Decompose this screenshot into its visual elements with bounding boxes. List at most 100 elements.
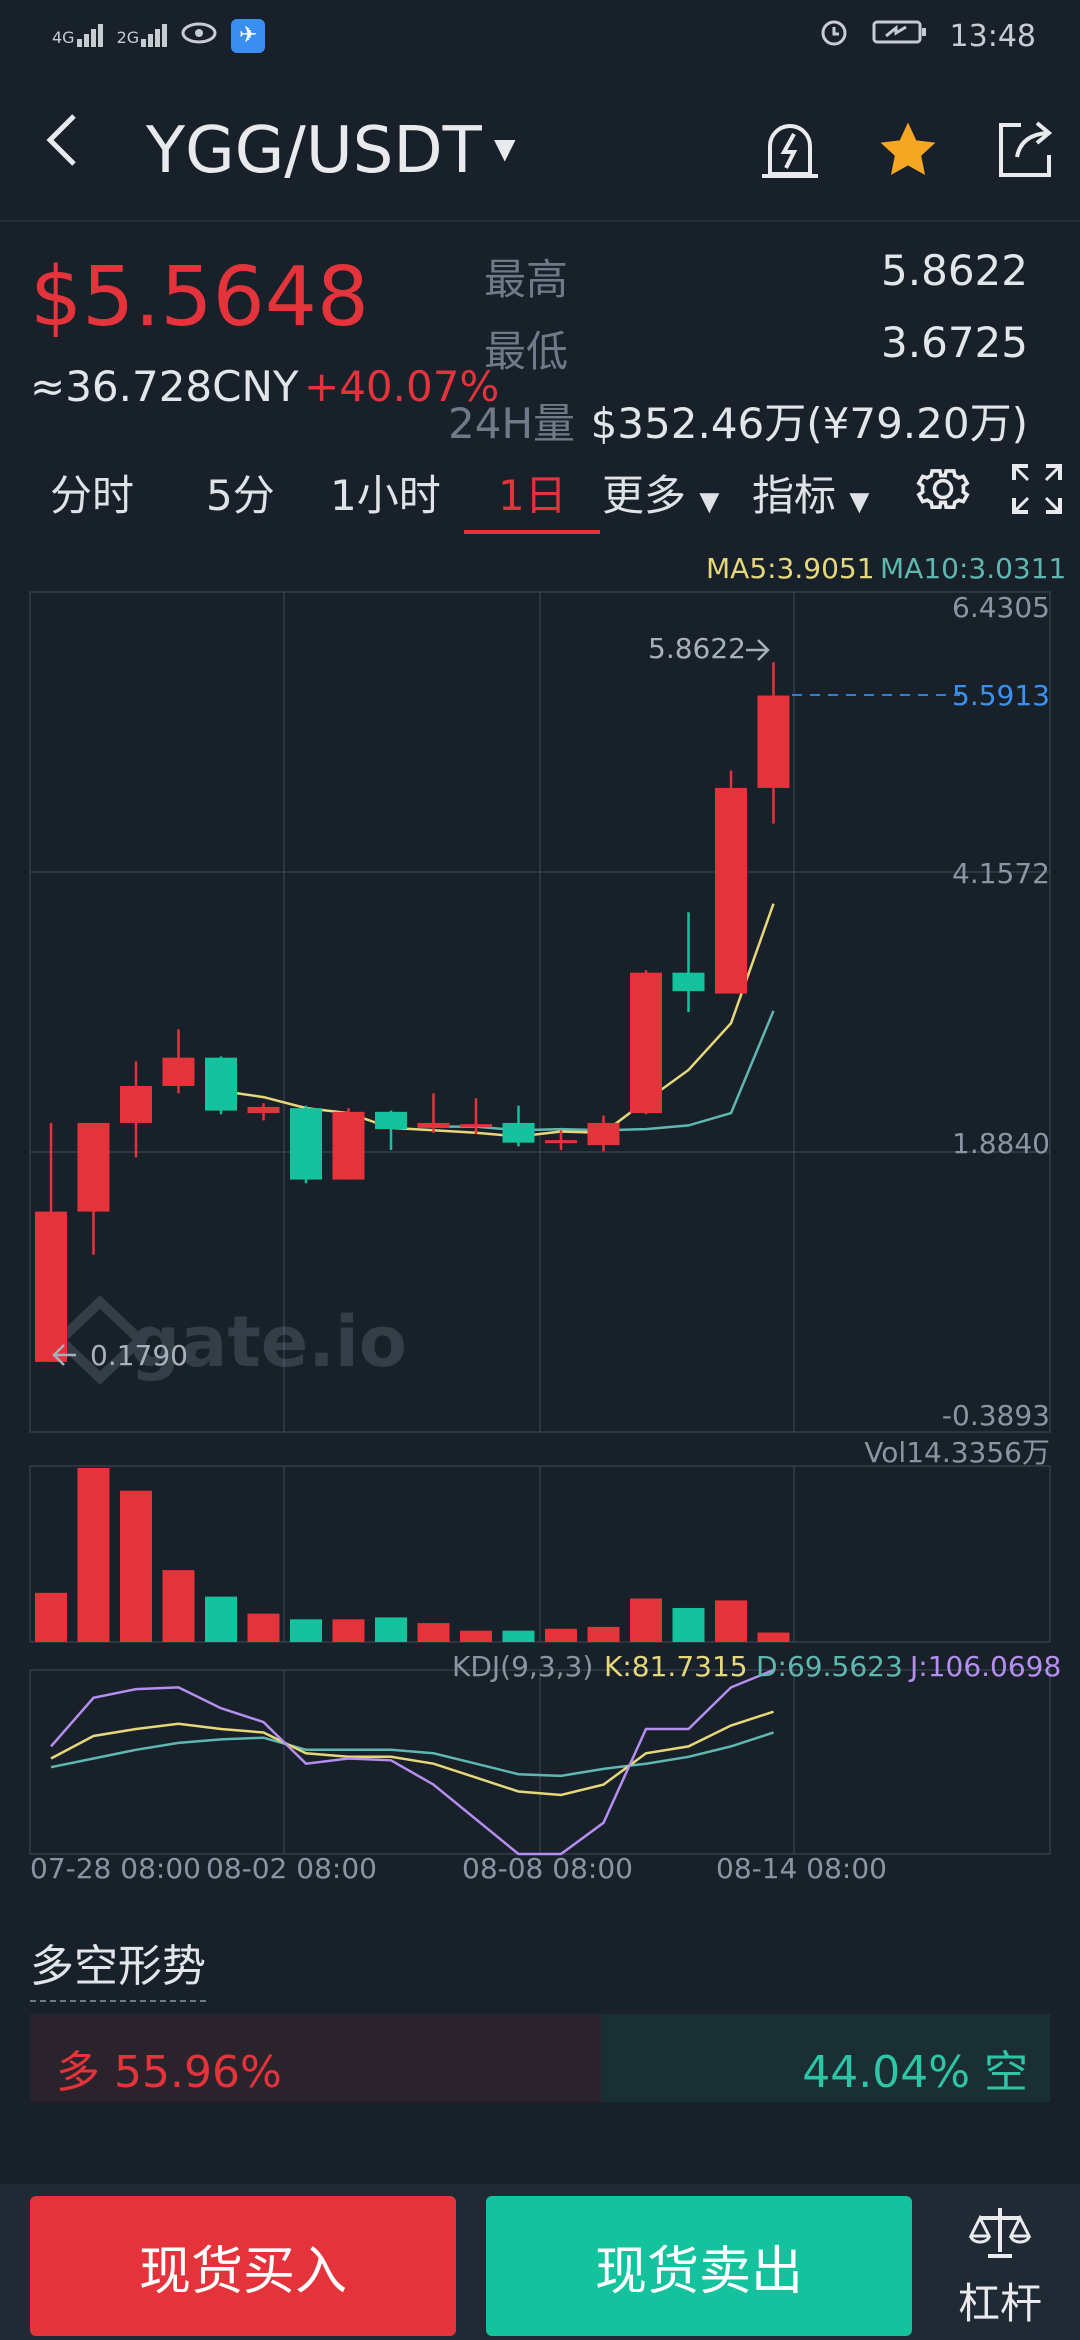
candle-body xyxy=(757,695,790,788)
kdj-d-line xyxy=(50,1731,774,1778)
volume-bar xyxy=(375,1617,407,1642)
gate-io-watermark-logo: gate.io xyxy=(52,1295,407,1385)
x-axis-label: 08-08 08:00 xyxy=(462,1852,633,1885)
spot-buy-button[interactable]: 现货买入 xyxy=(30,2196,456,2336)
volume-bar xyxy=(205,1596,237,1642)
candle-body xyxy=(587,1122,620,1146)
volume-bar xyxy=(247,1613,280,1642)
short-ratio-text: 44.04% 空 xyxy=(802,2047,1028,2098)
volume-label: Vol14.3356万 xyxy=(864,1436,1050,1469)
low-marker-arrow-icon xyxy=(52,1344,76,1366)
x-axis-label: 08-14 08:00 xyxy=(716,1852,887,1885)
volume-bar xyxy=(162,1570,195,1642)
header-divider xyxy=(0,220,1080,222)
cny-price: ≈36.728CNY xyxy=(30,362,299,411)
ma10-label: MA10:3.0311 xyxy=(880,552,1066,585)
candle-body xyxy=(35,1211,67,1362)
y-tick-label: 6.4305 xyxy=(952,591,1050,624)
svg-text:gate.io: gate.io xyxy=(130,1301,407,1383)
volume-bar xyxy=(587,1626,620,1642)
volume-bar xyxy=(757,1632,790,1642)
alarm-icon xyxy=(818,16,850,56)
pair-dropdown-icon[interactable]: ▼ xyxy=(494,132,516,165)
candle-body xyxy=(375,1111,407,1130)
volume-bar xyxy=(545,1628,577,1642)
share-icon[interactable] xyxy=(984,110,1064,190)
leverage-button[interactable]: 杠杆 xyxy=(940,2204,1060,2331)
volume-bar xyxy=(417,1623,450,1642)
candle-body xyxy=(672,972,705,992)
j-value-label: J:106.0698 xyxy=(908,1650,1061,1683)
tab-5min[interactable]: 5分 xyxy=(206,471,275,520)
chart-svg[interactable]: gate.io MA5:3.9051 MA10:3.0311 6.4305 4.… xyxy=(0,540,1080,1900)
long-ratio-bar xyxy=(30,2014,601,2102)
tab-1hour[interactable]: 1小时 xyxy=(330,471,441,520)
fullscreen-icon[interactable] xyxy=(1010,462,1064,520)
price-change-percent: +40.07% xyxy=(304,362,500,411)
last-price-axis-label: 5.5913 xyxy=(952,679,1050,712)
signal-icon: 4G xyxy=(52,24,103,47)
candle-body xyxy=(332,1111,365,1180)
tab-indicators[interactable]: 指标 ▼ xyxy=(752,471,870,520)
status-bar: 4G 2G ✈ 13:48 xyxy=(0,0,1080,76)
app-notification-icon: ✈ xyxy=(231,18,266,53)
y-tick-label: 1.8840 xyxy=(952,1127,1050,1160)
volume-label: 24H量 xyxy=(448,399,576,448)
last-price: $5.5648 xyxy=(30,250,370,345)
settings-gear-icon[interactable] xyxy=(914,460,972,522)
eye-icon xyxy=(181,18,217,53)
more-caret-icon: ▼ xyxy=(699,487,720,517)
trading-pair-title[interactable]: YGG/USDT xyxy=(146,114,482,188)
volume-bar xyxy=(120,1490,152,1642)
battery-icon xyxy=(872,18,928,54)
high-value: 5.8622 xyxy=(881,246,1028,295)
candle-body xyxy=(120,1085,152,1123)
candle-body xyxy=(460,1124,492,1128)
candle-body xyxy=(205,1057,237,1111)
tab-1day[interactable]: 1日 xyxy=(498,471,567,520)
candle-body xyxy=(502,1122,535,1143)
d-value-label: D:69.5623 xyxy=(756,1650,903,1683)
x-axis-label: 07-28 08:00 xyxy=(30,1852,201,1885)
high-marker-arrow-icon xyxy=(746,639,770,661)
leverage-label: 杠杆 xyxy=(957,2279,1042,2328)
ma5-line xyxy=(220,903,775,1138)
volume-bar xyxy=(290,1619,322,1642)
candle-body xyxy=(290,1108,322,1180)
spot-sell-button[interactable]: 现货卖出 xyxy=(486,2196,912,2336)
volume-bar xyxy=(460,1630,492,1642)
candle-body xyxy=(630,972,662,1114)
tab-timeline[interactable]: 分时 xyxy=(50,471,135,520)
short-ratio-bar xyxy=(601,2014,1050,2102)
volume-bar xyxy=(77,1468,110,1642)
y-tick-label: -0.3893 xyxy=(942,1399,1050,1432)
long-short-title: 多空形势 xyxy=(30,1930,206,2002)
candle-body xyxy=(247,1106,280,1114)
signal-icon: 2G xyxy=(117,24,168,47)
balance-scale-icon xyxy=(968,2208,1032,2270)
ma10-line xyxy=(433,1010,775,1132)
volume-bar xyxy=(502,1630,535,1642)
kdj-j-line xyxy=(50,1668,774,1856)
bottom-action-bar: 现货买入 现货卖出 杠杆 xyxy=(0,2184,1080,2340)
back-arrow-icon[interactable] xyxy=(40,110,84,185)
candle-body xyxy=(715,787,747,994)
volume-bar xyxy=(672,1607,705,1642)
indicator-caret-icon: ▼ xyxy=(849,487,870,517)
header-bar: YGG/USDT ▼ xyxy=(0,90,1080,220)
x-axis-label: 08-02 08:00 xyxy=(206,1852,377,1885)
favorite-star-icon[interactable] xyxy=(868,110,948,190)
candle-body xyxy=(77,1122,110,1212)
volume-bar xyxy=(35,1592,67,1642)
tab-more[interactable]: 更多 ▼ xyxy=(602,471,720,520)
volume-bar xyxy=(332,1619,365,1642)
candle-body xyxy=(162,1057,195,1086)
kline-chart[interactable]: gate.io MA5:3.9051 MA10:3.0311 6.4305 4.… xyxy=(0,540,1080,1900)
volume-value: $352.46万(¥79.20万) xyxy=(590,399,1028,448)
volume-bar xyxy=(630,1598,662,1642)
active-tab-indicator xyxy=(464,530,600,534)
low-price-marker: 0.1790 xyxy=(90,1339,188,1372)
y-tick-label: 4.1572 xyxy=(952,857,1050,890)
high-label: 最高 xyxy=(484,255,569,304)
price-alert-icon[interactable] xyxy=(750,110,830,190)
